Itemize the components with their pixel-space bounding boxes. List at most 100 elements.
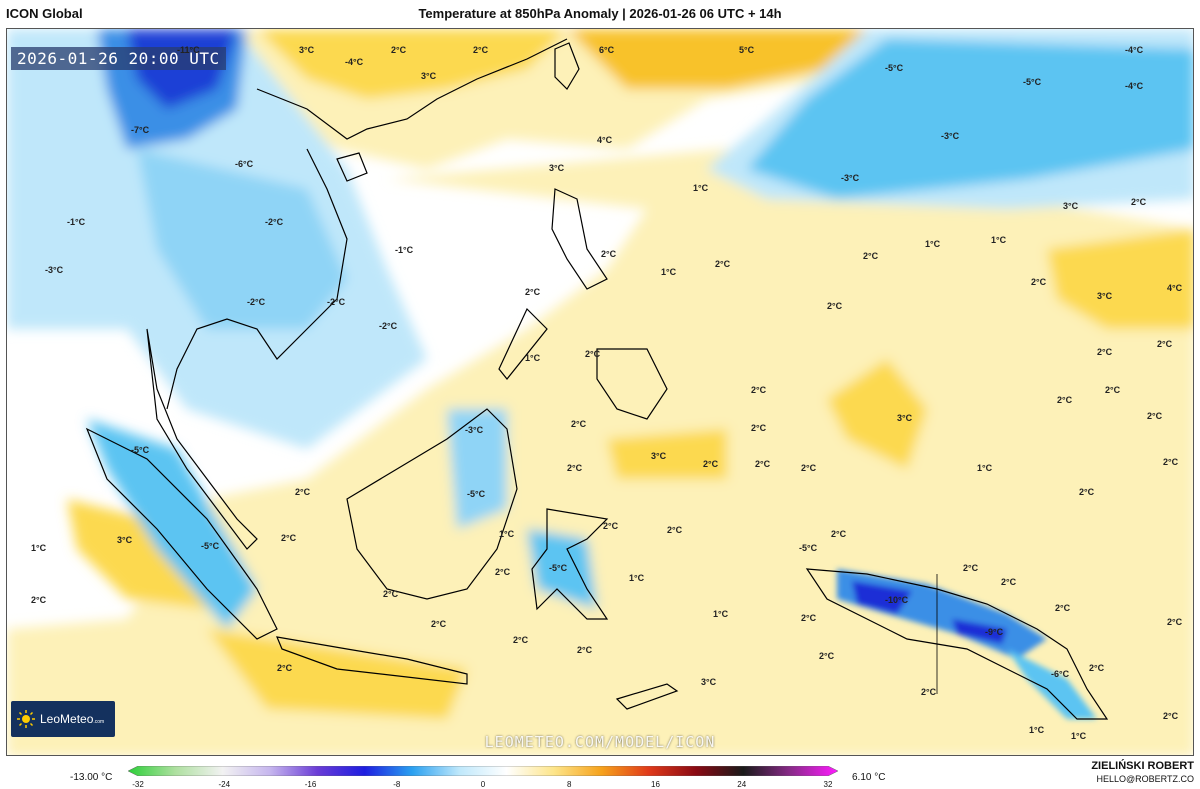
temperature-label: 2°C <box>431 619 447 629</box>
colorbar-bar <box>128 766 838 776</box>
logo-text: LeoMeteo.com <box>40 712 105 726</box>
temperature-label: 1°C <box>661 267 677 277</box>
temperature-label: 2°C <box>831 529 847 539</box>
temperature-label: 2°C <box>473 45 489 55</box>
sulawesi-island <box>531 508 609 620</box>
sumatra-island <box>85 427 278 640</box>
map-title: Temperature at 850hPa Anomaly | 2026-01-… <box>418 6 782 21</box>
temperature-label: 2°C <box>525 287 541 297</box>
malay-peninsula <box>146 328 258 550</box>
temperature-label: -5°C <box>1023 77 1042 87</box>
header-bar: ICON Global Temperature at 850hPa Anomal… <box>0 0 1200 28</box>
temperature-label: 3°C <box>299 45 315 55</box>
temperature-label: -2°C <box>327 297 346 307</box>
temperature-label: 2°C <box>1001 577 1017 587</box>
temperature-label: 6°C <box>599 45 615 55</box>
temperature-label: -5°C <box>799 543 818 553</box>
colorbar-tick-label: -16 <box>304 780 317 789</box>
temperature-label: 2°C <box>1055 603 1071 613</box>
map-canvas <box>7 29 1193 755</box>
temperature-label: 2°C <box>963 563 979 573</box>
temperature-label: 2°C <box>295 487 311 497</box>
temperature-label: 2°C <box>827 301 843 311</box>
hainan-island <box>336 152 368 182</box>
temperature-label: 2°C <box>1057 395 1073 405</box>
temperature-label: 2°C <box>1167 617 1183 627</box>
temperature-label: 2°C <box>571 419 587 429</box>
temperature-label: -4°C <box>345 57 364 67</box>
temperature-label: 2°C <box>513 635 529 645</box>
temperature-label: 2°C <box>1031 277 1047 287</box>
author-email[interactable]: HELLO@ROBERTZ.CO <box>1096 774 1195 784</box>
temperature-label: -2°C <box>379 321 398 331</box>
temperature-label: 2°C <box>1089 663 1105 673</box>
temperature-label: -6°C <box>1051 669 1070 679</box>
site-watermark: LEOMETEO.COM/MODEL/ICON <box>484 733 716 751</box>
temperature-label: 1°C <box>1071 731 1087 741</box>
temperature-label: 1°C <box>499 529 515 539</box>
colorbar-tick-label: 24 <box>737 780 747 789</box>
temperature-label: 3°C <box>549 163 565 173</box>
temperature-label: -6°C <box>235 159 254 169</box>
temperature-label: 2°C <box>601 249 617 259</box>
borneo-island <box>346 408 518 600</box>
cold-anomaly-area <box>747 39 1193 199</box>
temperature-label: -11°C <box>177 45 200 55</box>
temperature-label: 2°C <box>755 459 771 469</box>
model-name: ICON Global <box>6 6 83 21</box>
temperature-label: 2°C <box>1147 411 1163 421</box>
temperature-label: 1°C <box>693 183 709 193</box>
warm-anomaly-area <box>567 29 867 89</box>
temperature-label: 3°C <box>421 71 437 81</box>
temperature-label: 3°C <box>1063 201 1079 211</box>
author-name: ZIELIŃSKI ROBERT <box>1091 760 1194 772</box>
weather-map[interactable]: 2026-01-26 20:00 UTC -11°C 3°C -4°C 2°C 3°C 2… <box>6 28 1194 756</box>
legend-footer: -13.00 °C -32 -24 -16 -8 0 8 16 24 32 6.10 °C ZI… <box>0 758 1200 789</box>
strong-cold-anomaly-area <box>852 581 912 614</box>
temperature-label: 2°C <box>577 645 593 655</box>
cold-core-layer <box>837 569 1097 719</box>
temperature-label: -3°C <box>465 425 484 435</box>
temperature-label: 1°C <box>31 543 47 553</box>
temperature-label: 1°C <box>977 463 993 473</box>
colorbar-tick-label: -24 <box>218 780 231 789</box>
temperature-label: 4°C <box>1167 283 1183 293</box>
warm-anomaly-area <box>257 29 567 99</box>
warm-anomaly-area <box>1047 229 1193 329</box>
temperature-label: -4°C <box>1125 81 1144 91</box>
philippines-mindanao <box>596 348 668 420</box>
java-island <box>276 636 468 685</box>
temperature-label: 2°C <box>567 463 583 473</box>
temperature-label: 2°C <box>31 595 47 605</box>
colorbar-max-label: 6.10 °C <box>852 772 886 783</box>
philippines-luzon <box>551 188 608 290</box>
new-guinea-island <box>805 568 1109 720</box>
colorbar-tick-label: -8 <box>393 780 401 789</box>
china-coast <box>256 38 568 140</box>
cold-anomaly-area <box>1007 649 1097 719</box>
temperature-label: -1°C <box>395 245 414 255</box>
colorbar-tick-label: 0 <box>480 780 486 789</box>
temperature-label: -9°C <box>985 627 1004 637</box>
temperature-label: -2°C <box>265 217 284 227</box>
temperature-label: 3°C <box>701 677 717 687</box>
temperature-label: 2°C <box>281 533 297 543</box>
temperature-label: 2°C <box>667 525 683 535</box>
temperature-label: 2°C <box>1097 347 1113 357</box>
temperature-label: -3°C <box>841 173 860 183</box>
temperature-label: 2°C <box>703 459 719 469</box>
anomaly-fill-layer <box>7 29 1193 755</box>
temperature-label: 2°C <box>585 349 601 359</box>
temperature-label: 2°C <box>495 567 511 577</box>
timor-island <box>615 683 679 710</box>
colorbar <box>128 766 838 776</box>
temperature-label: 2°C <box>1157 339 1173 349</box>
cold-anomaly-area <box>137 149 347 329</box>
temperature-label: -5°C <box>885 63 904 73</box>
temperature-label: 3°C <box>897 413 913 423</box>
temperature-label: 2°C <box>715 259 731 269</box>
temperature-label: 2°C <box>1131 197 1147 207</box>
leometeo-logo[interactable]: LeoMeteo.com <box>11 701 115 737</box>
indochina-coast <box>166 148 348 410</box>
temperature-label: -1°C <box>67 217 86 227</box>
